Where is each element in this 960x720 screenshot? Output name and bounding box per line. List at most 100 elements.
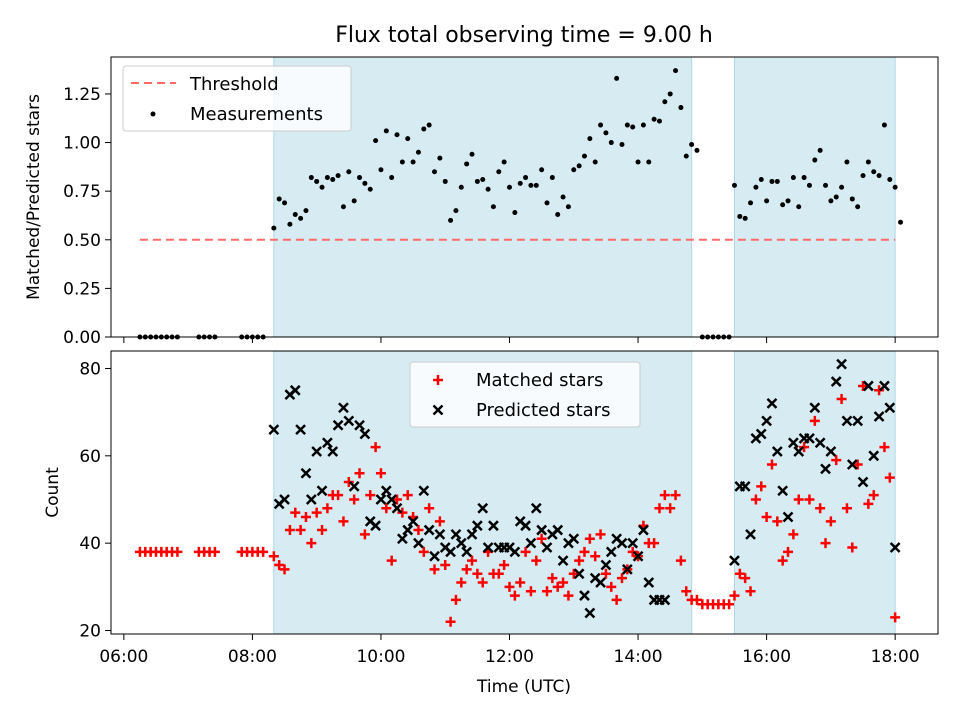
measurement-point	[587, 136, 593, 142]
matched-star-point	[874, 385, 885, 396]
matched-star-point	[413, 525, 424, 536]
predicted-star-point	[627, 537, 639, 549]
measurement-point	[512, 210, 518, 216]
measurement-point	[351, 198, 357, 204]
matched-star-point	[841, 503, 852, 514]
matched-star-point	[349, 494, 360, 505]
predicted-star-point	[380, 485, 392, 497]
predicted-star-point	[745, 529, 756, 540]
matched-star-point	[504, 581, 515, 592]
predicted-star-point	[793, 446, 805, 457]
matched-star-point	[450, 594, 461, 605]
matched-star-point	[477, 577, 488, 588]
measurement-point	[464, 161, 470, 167]
predicted-star-point	[643, 577, 655, 588]
predicted-star-point	[471, 520, 483, 532]
matched-star-point	[547, 573, 558, 584]
measurement-point	[871, 169, 877, 175]
matched-star-point	[574, 555, 585, 566]
matched-star-point	[793, 494, 804, 505]
measurement-point	[367, 186, 373, 192]
y-tick-label: 60	[79, 447, 101, 467]
matched-star-point	[868, 490, 879, 501]
plot-top-ylabel: Matched/Predicted stars	[24, 94, 44, 300]
measurement-point	[651, 116, 657, 122]
matched-star-point	[525, 586, 536, 597]
predicted-star-point	[659, 594, 671, 606]
matched-star-point	[809, 415, 820, 426]
measurement-point	[780, 202, 786, 208]
predicted-star-point	[520, 520, 531, 532]
predicted-star-point	[477, 502, 489, 514]
predicted-star-point	[396, 533, 408, 545]
measurement-point	[549, 175, 555, 181]
measurement-point	[598, 122, 604, 128]
measurement-point	[576, 163, 582, 169]
matched-star-point	[359, 529, 370, 540]
predicted-star-point	[359, 428, 371, 440]
predicted-star-point	[338, 402, 349, 414]
matched-star-point	[777, 555, 788, 566]
predicted-star-point	[466, 529, 478, 540]
predicted-star-point	[461, 546, 473, 558]
measurement-point	[812, 157, 818, 163]
matched-star-point	[681, 586, 692, 597]
matched-star-point	[531, 555, 542, 566]
matched-star-point	[595, 529, 606, 540]
predicted-star-point	[348, 481, 360, 492]
predicted-star-point	[579, 590, 590, 601]
matched-star-point	[386, 555, 397, 566]
predicted-star-point	[402, 524, 414, 536]
x-tick-label: 08:00	[228, 647, 277, 667]
measurement-point	[571, 167, 577, 173]
matched-star-point	[375, 468, 386, 479]
x-tick-label: 12:00	[485, 647, 534, 667]
predicted-star-point	[755, 428, 767, 440]
matched-star-point	[397, 507, 408, 518]
matched-star-point	[734, 568, 745, 579]
measurement-point	[667, 91, 673, 97]
matched-star-point	[552, 581, 563, 592]
measurement-point	[898, 219, 904, 225]
measurement-point	[490, 204, 496, 210]
matched-star-point	[258, 546, 269, 557]
measurement-point	[608, 140, 614, 146]
y-tick-label: 0.75	[63, 182, 101, 202]
matched-star-point	[172, 546, 183, 557]
matched-star-point	[515, 577, 526, 588]
plot-top-y-axis: 0.00 0.25 0.50 0.75 1.00 1.25	[63, 85, 111, 348]
measurement-point	[614, 75, 620, 81]
x-tick-label: 16:00	[742, 647, 791, 667]
x-tick-label: 06:00	[99, 647, 148, 667]
measurement-point	[523, 175, 529, 181]
measurement-point	[399, 159, 405, 165]
plot-bottom-ylabel: Count	[43, 467, 63, 518]
measurement-point	[764, 198, 770, 204]
y-tick-label: 1.00	[63, 134, 101, 154]
matched-star-point	[659, 490, 670, 501]
measurement-point	[683, 153, 689, 159]
measurement-point	[410, 159, 416, 165]
predicted-star-point	[375, 494, 387, 505]
matched-star-point	[783, 546, 794, 557]
matched-star-point	[740, 573, 751, 584]
x-tick-label: 10:00	[356, 647, 405, 667]
matched-star-point	[467, 555, 478, 566]
predicted-star-point	[370, 520, 381, 532]
measurement-point	[603, 130, 609, 136]
matched-star-point	[274, 559, 285, 570]
matched-star-point	[804, 494, 815, 505]
matched-star-point	[279, 564, 290, 575]
predicted-star-point	[407, 515, 419, 527]
measurement-point	[308, 175, 314, 181]
matched-star-point	[418, 546, 429, 557]
measurement-point	[694, 147, 700, 153]
predicted-star-point	[616, 537, 628, 549]
measurement-point	[303, 208, 309, 214]
matched-star-point	[536, 533, 547, 544]
measurement-point	[881, 122, 887, 128]
plot-top-legend-measurements-label: Measurements	[190, 104, 323, 125]
predicted-star-point	[809, 402, 821, 414]
measurement-point	[737, 213, 743, 219]
plot-bottom-legend-matched-label: Matched stars	[476, 370, 603, 391]
